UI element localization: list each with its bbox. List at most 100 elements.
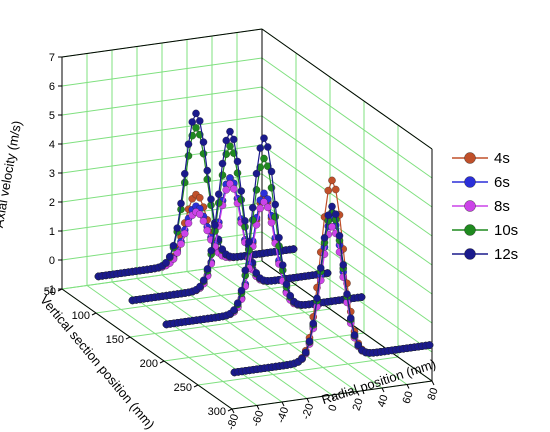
data-point bbox=[203, 265, 212, 273]
data-point bbox=[180, 169, 189, 178]
data-point bbox=[222, 136, 230, 145]
tick-labels: -1 0 1 2 3 4 5 6 7 50 100 150 200 250 300-80 -60 -40 -20 0… bbox=[44, 52, 441, 431]
data-point bbox=[199, 217, 208, 225]
tick-mark bbox=[91, 312, 97, 316]
data-point bbox=[203, 166, 211, 175]
y-tick-label: 4 bbox=[49, 139, 55, 151]
grid-line bbox=[261, 144, 433, 266]
data-point bbox=[241, 266, 249, 275]
data-point bbox=[313, 294, 321, 303]
data-point bbox=[226, 142, 234, 150]
data-point bbox=[233, 157, 242, 166]
data-point bbox=[275, 233, 283, 242]
data-point bbox=[316, 276, 325, 285]
grid-line bbox=[95, 284, 297, 314]
data-point bbox=[256, 163, 264, 172]
z-tick-label: 150 bbox=[106, 334, 124, 346]
data-point bbox=[203, 175, 211, 184]
grid-line bbox=[261, 173, 433, 295]
data-point bbox=[173, 224, 181, 232]
data-point bbox=[229, 135, 238, 144]
z-tick-label: 300 bbox=[208, 406, 226, 418]
grid-line bbox=[261, 202, 433, 324]
data-point bbox=[256, 144, 264, 152]
data-point bbox=[328, 176, 336, 185]
grid-line bbox=[61, 115, 263, 145]
grid-line bbox=[261, 86, 433, 208]
legend-marker bbox=[464, 176, 476, 188]
data-point bbox=[289, 245, 298, 253]
series-layer bbox=[94, 109, 434, 377]
data-point bbox=[180, 229, 189, 238]
legend-label: 8s bbox=[494, 198, 510, 215]
data-point bbox=[260, 134, 268, 142]
data-point bbox=[195, 194, 204, 202]
data-point bbox=[218, 171, 227, 179]
axis-frame bbox=[61, 28, 263, 58]
data-point bbox=[339, 261, 347, 269]
y-tick-label: 5 bbox=[49, 110, 55, 122]
data-point bbox=[237, 286, 246, 295]
data-point bbox=[230, 306, 238, 314]
data-point bbox=[165, 252, 174, 261]
data-point bbox=[263, 203, 272, 212]
data-point bbox=[177, 240, 185, 248]
data-point bbox=[199, 276, 208, 284]
data-point bbox=[245, 238, 253, 246]
legend-marker bbox=[464, 224, 476, 236]
data-point bbox=[233, 169, 242, 177]
axis-frame bbox=[261, 28, 433, 150]
data-point bbox=[195, 210, 204, 218]
data-point bbox=[195, 117, 204, 125]
tick-mark bbox=[381, 387, 385, 393]
data-point bbox=[245, 246, 253, 255]
x-tick-label: 20 bbox=[351, 397, 366, 412]
tick-mark bbox=[356, 391, 360, 396]
data-point bbox=[331, 210, 340, 218]
data-point bbox=[286, 291, 294, 300]
y-tick-label: 1 bbox=[49, 226, 55, 238]
data-point bbox=[207, 246, 215, 255]
data-point bbox=[346, 314, 355, 322]
data-point bbox=[275, 242, 283, 250]
data-point bbox=[298, 354, 306, 363]
grid-line bbox=[236, 264, 408, 385]
data-point bbox=[241, 217, 249, 225]
y-axis-label: Axial velocity (m/s) bbox=[0, 120, 24, 229]
y-tick-label: 3 bbox=[49, 168, 55, 180]
z-tick-label: 100 bbox=[72, 310, 90, 322]
data-point bbox=[271, 213, 279, 221]
legend-marker bbox=[464, 152, 476, 164]
x-tick-label: 80 bbox=[426, 386, 441, 401]
data-point bbox=[203, 226, 211, 235]
data-point bbox=[252, 169, 261, 178]
axis-frame bbox=[61, 288, 233, 410]
data-point bbox=[180, 178, 189, 187]
legend-label: 10s bbox=[494, 222, 518, 239]
data-point bbox=[343, 290, 351, 298]
data-point bbox=[218, 245, 226, 254]
x-tick-label: 0 bbox=[326, 403, 339, 413]
legend-label: 12s bbox=[494, 246, 518, 263]
data-point bbox=[229, 185, 238, 193]
tick-mark bbox=[406, 384, 410, 389]
grid-line bbox=[61, 231, 263, 261]
data-point bbox=[233, 299, 242, 307]
data-point bbox=[305, 337, 314, 346]
data-point bbox=[357, 293, 366, 301]
tick-mark bbox=[159, 360, 165, 364]
tick-mark bbox=[431, 380, 435, 386]
z-tick-label: 50 bbox=[44, 286, 56, 298]
data-point bbox=[196, 282, 204, 291]
x-tick-label: -80 bbox=[225, 413, 241, 432]
data-point bbox=[192, 124, 200, 132]
data-point bbox=[248, 216, 257, 224]
data-point bbox=[207, 195, 215, 204]
data-point bbox=[260, 198, 268, 206]
data-point bbox=[323, 269, 332, 277]
y-tick-label: -1 bbox=[45, 284, 55, 296]
data-point bbox=[256, 204, 264, 213]
data-point bbox=[263, 143, 272, 151]
